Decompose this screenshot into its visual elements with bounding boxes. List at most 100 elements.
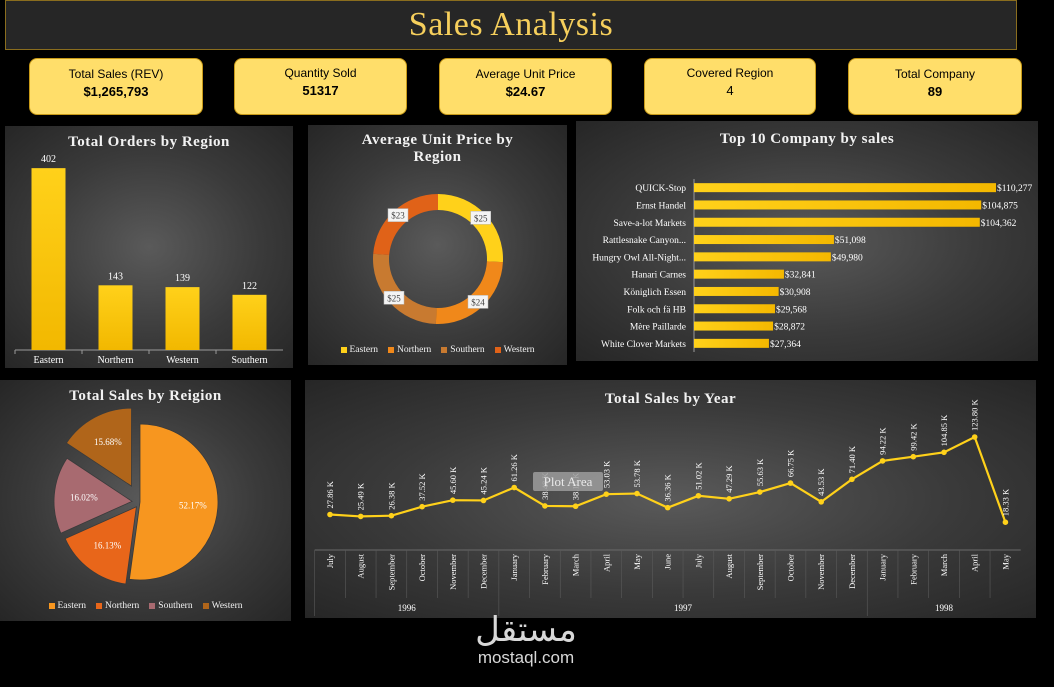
tick-label: November (448, 554, 458, 590)
legend-label: Western (503, 345, 535, 355)
sales-region-pie-chart: 52.17% 16.13% 16.02% 15.68% (53, 407, 219, 585)
tick-label: July (693, 553, 703, 568)
kpi-value: 4 (726, 83, 734, 98)
tick-label: Save-a-lot Markets (613, 219, 686, 229)
tick-label: White Clover Markets (601, 340, 686, 350)
data-label-box (470, 211, 491, 225)
bar (694, 321, 774, 331)
data-point (910, 453, 917, 460)
legend-swatch (149, 603, 156, 609)
bar (694, 252, 831, 262)
legend-label: Western (211, 601, 243, 611)
kpi-label: Covered Region (686, 66, 774, 80)
tick-label: Ernst Handel (636, 201, 686, 211)
donut-slice (373, 194, 438, 256)
legend-label: Southern (158, 601, 193, 611)
tick-label: February (540, 553, 550, 584)
data-point (1002, 519, 1009, 525)
data-point (511, 484, 517, 491)
legend-item[interactable]: Southern (149, 601, 193, 611)
data-point (572, 503, 579, 510)
plot-area-label: Plot Area (544, 474, 593, 489)
bar (694, 304, 775, 314)
sales-region-chart-panel[interactable]: Total Sales by Reigion 52.17% 16.13% 16.02… (0, 380, 291, 621)
data-point (388, 512, 395, 519)
data-label: $104,875 (982, 200, 1018, 211)
data-label: 15.68% (94, 437, 122, 447)
legend-item[interactable]: Southern (441, 345, 485, 355)
legend-label: Northern (105, 601, 140, 611)
kpi-label: Average Unit Price (475, 67, 576, 81)
tick-label: May (1000, 553, 1010, 569)
legend-item[interactable]: Eastern (48, 601, 87, 611)
price-chart-panel[interactable]: Average Unit Price by Region $25 $24 $25 $2… (308, 125, 567, 365)
data-label: $110,277 (997, 183, 1033, 194)
data-point (941, 449, 947, 456)
kpi-average-unit-price: Average Unit Price $24.67 (439, 58, 612, 115)
bar (165, 287, 200, 350)
tick-label: Rattlesnake Canyon... (603, 236, 686, 246)
data-label: $23 (391, 211, 405, 221)
data-label: 16.02% (70, 492, 98, 502)
chart-title: Total Sales by Reigion (69, 388, 222, 404)
data-label: 139 (175, 273, 190, 284)
tick-label: February (908, 553, 918, 584)
page-title: Sales Analysis (408, 6, 614, 43)
tick-label: August (724, 553, 734, 578)
data-point (757, 489, 763, 495)
bar (694, 200, 982, 210)
top10-bar-chart: QUICK-Stop $110,277 Ernst Handel $104,875 Sa… (592, 179, 1033, 352)
data-label: 16.13% (94, 541, 122, 551)
data-label: $29,568 (776, 304, 807, 315)
data-label: 51.02 K (693, 462, 703, 490)
legend-swatch (340, 347, 347, 353)
group-label: 1998 (935, 603, 954, 613)
data-label: 36.36 K (663, 473, 673, 501)
tick-label: Western (166, 355, 199, 366)
group-label: 1997 (674, 603, 693, 613)
orders-chart-panel[interactable]: Total Orders by Region 402 Eastern 143 Nort… (5, 126, 293, 368)
data-point (664, 504, 671, 511)
year-chart-panel[interactable]: Total Sales by Year 27.86 K 25.49 K 26.38 … (305, 380, 1036, 618)
tick-label: November (816, 554, 826, 590)
price-donut-chart: $25 $24 $25 $23 (373, 194, 503, 324)
kpi-value: $24.67 (505, 84, 546, 99)
data-label: 94.22 K (878, 427, 888, 455)
data-label: 27.86 K (325, 480, 335, 508)
watermark-latin: mostaql.com (477, 648, 575, 667)
pie-slice (65, 407, 132, 487)
tick-label: Folk och fä HB (627, 304, 686, 315)
bar (694, 269, 784, 279)
data-label: 99.42 K (908, 422, 918, 450)
group-label: 1996 (398, 603, 417, 613)
bar (694, 235, 834, 245)
title-bar: Sales Analysis (5, 0, 1017, 50)
bar (232, 294, 267, 350)
data-label-box (467, 295, 489, 309)
data-label: 71.40 K (847, 445, 857, 473)
data-point (450, 497, 456, 503)
tick-label: Hungry Owl All-Night... (592, 253, 686, 263)
bar (694, 217, 980, 227)
top10-chart-panel[interactable]: Top 10 Company by sales QUICK-Stop $110,2… (576, 121, 1038, 361)
bar (694, 183, 996, 193)
legend-item[interactable]: Western (494, 345, 535, 355)
data-label: $27,364 (770, 339, 801, 350)
data-label: 61.26 K (509, 453, 519, 481)
legend-item[interactable]: Northern (388, 345, 431, 355)
orders-bar-chart: 402 Eastern 143 Northern 139 Western 122 Southe… (14, 154, 283, 366)
data-point (971, 434, 978, 440)
tick-label: December (479, 554, 489, 589)
data-label-box (387, 208, 409, 222)
legend-label: Eastern (57, 601, 87, 611)
data-label: 45.60 K (448, 466, 458, 494)
legend-item[interactable]: Western (202, 601, 243, 611)
data-label: $25 (387, 293, 401, 303)
bar (694, 286, 779, 296)
data-point (419, 503, 425, 510)
data-label: $49,980 (832, 252, 863, 263)
legend-item[interactable]: Eastern (340, 345, 378, 355)
donut-slice (438, 194, 503, 263)
legend-item[interactable]: Northern (96, 601, 139, 611)
tick-label: Königlich Essen (623, 288, 686, 298)
